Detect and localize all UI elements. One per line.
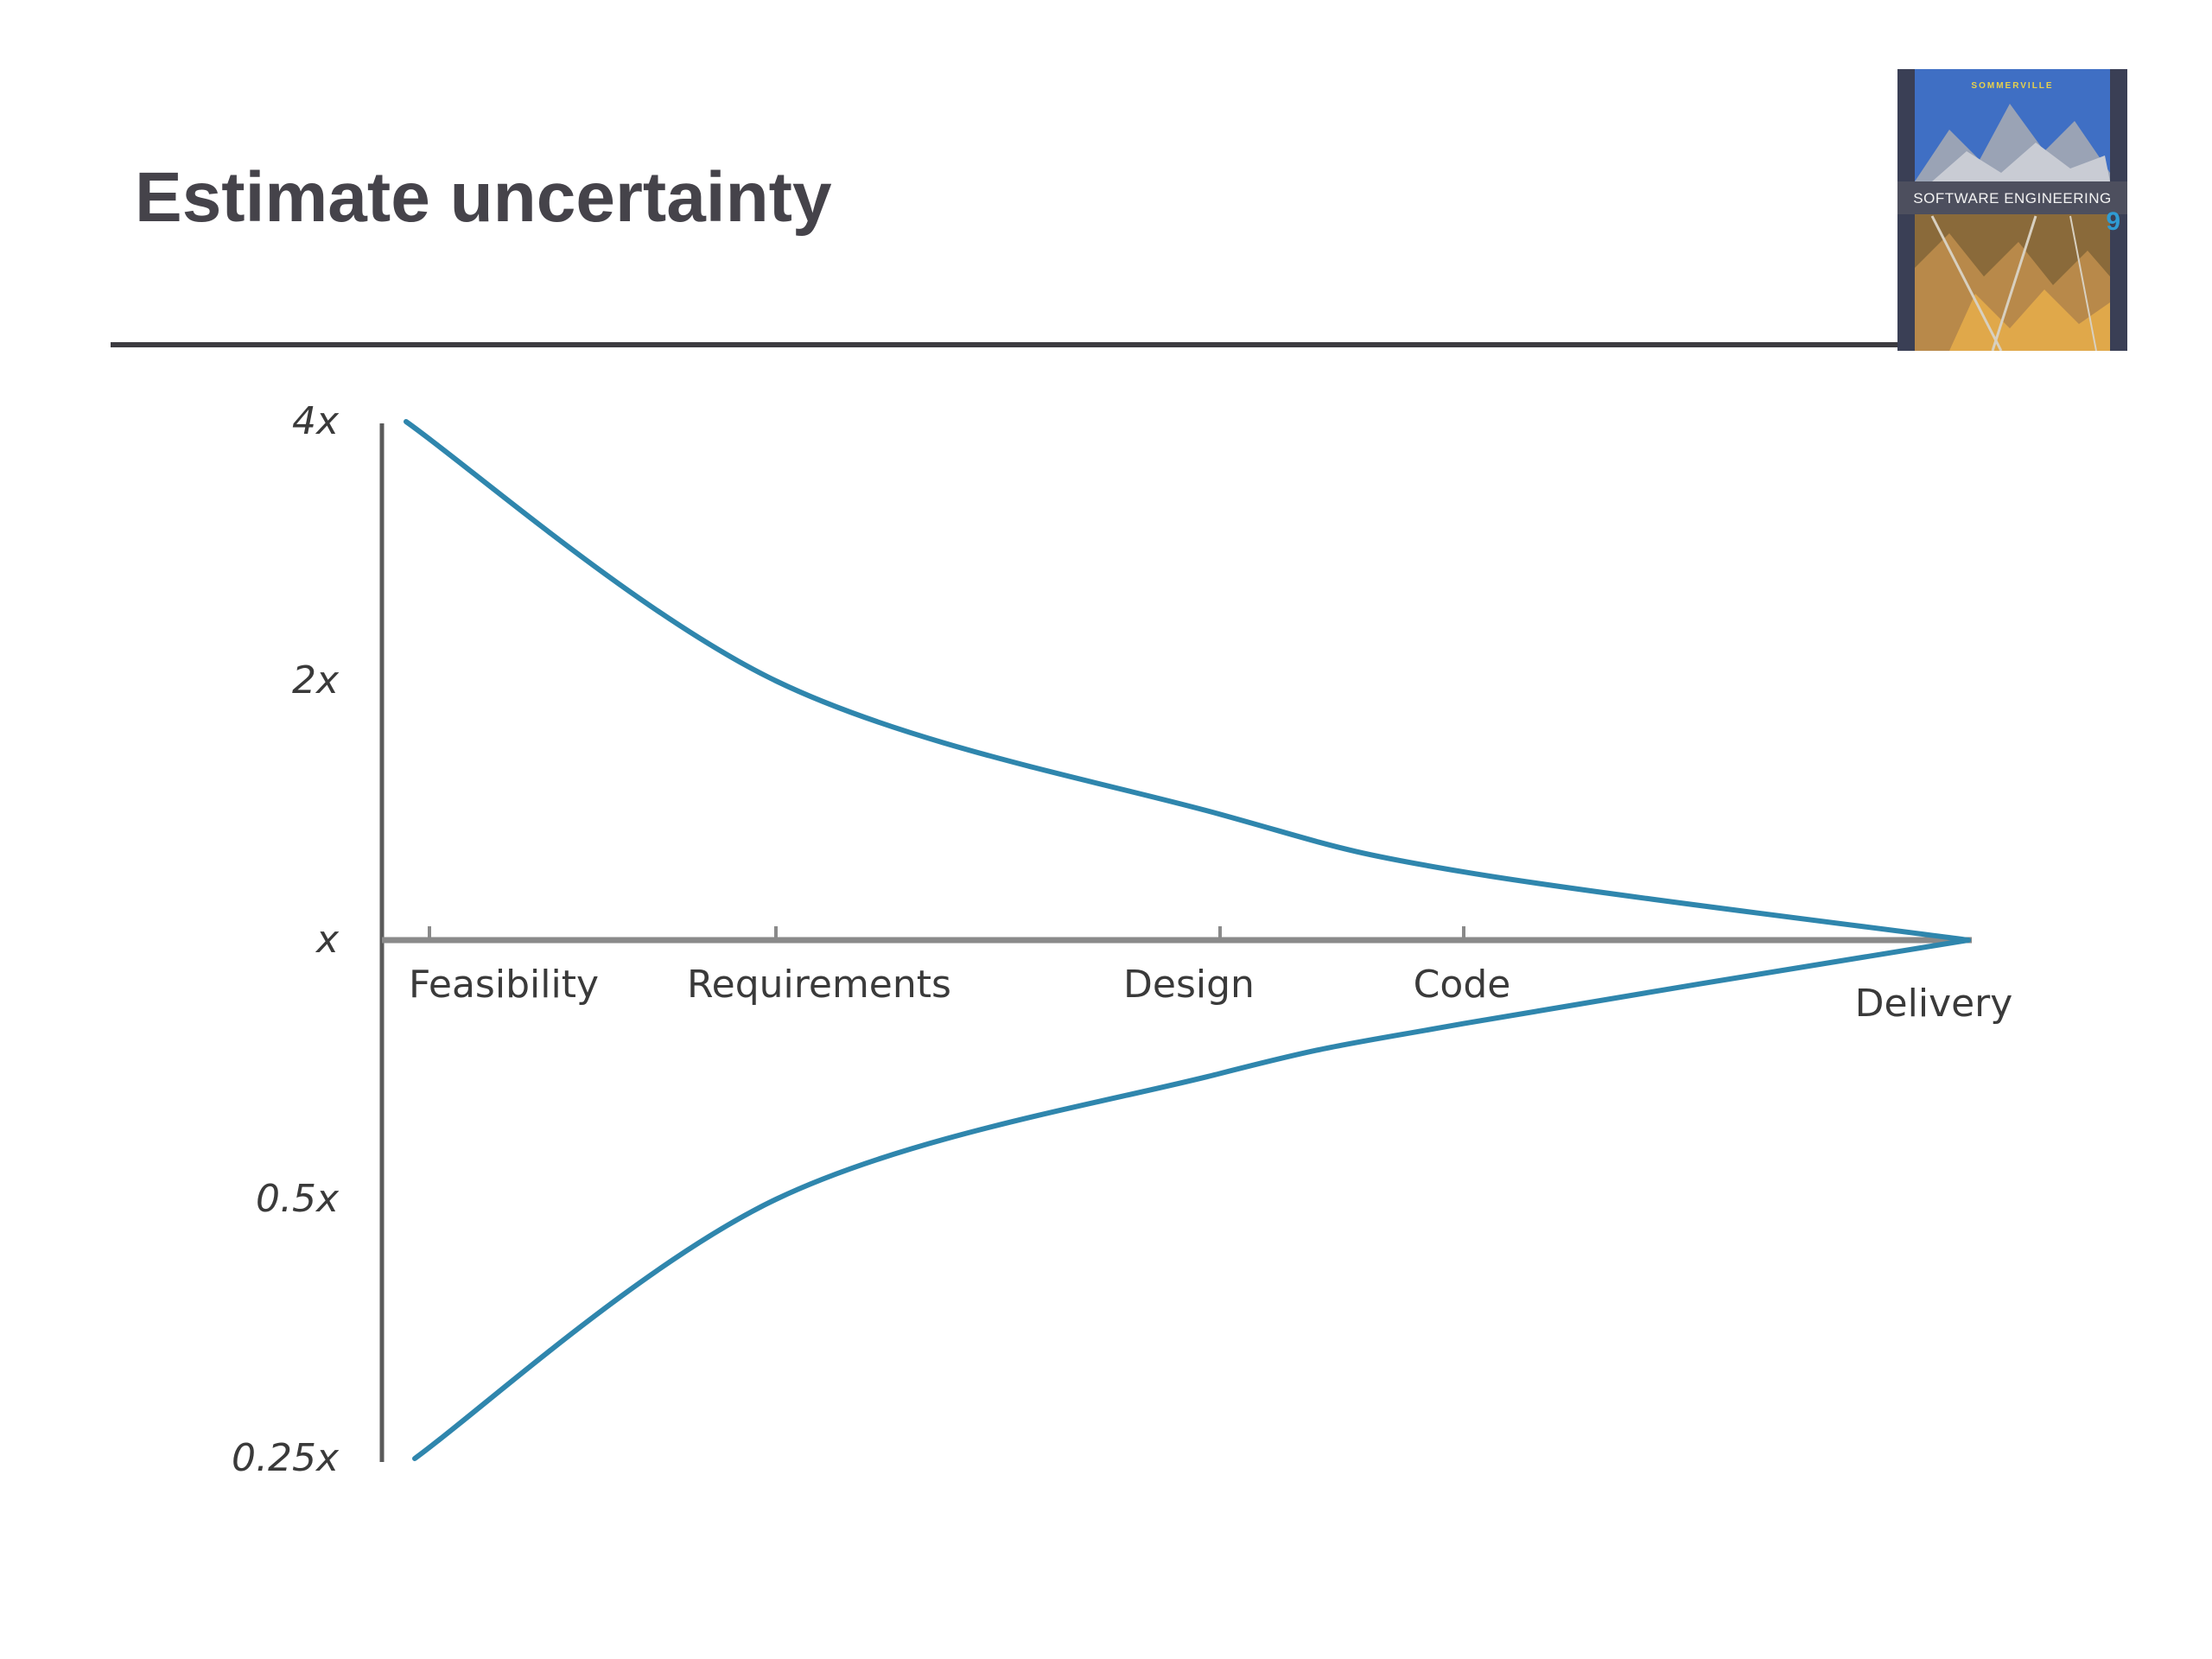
uncertainty-chart: Feasibility Requirements Design Code Deliver… [232,399,2012,1480]
book-cover-edition: 9 [2106,207,2120,236]
y-tick-label-4: 4x [292,399,340,443]
book-cover-author: SOMMERVILLE [1971,81,2054,91]
x-tick-label-code: Code [1414,963,1511,1007]
x-tick-label-requirements: Requirements [687,963,951,1007]
upper-bound-line [404,419,1971,943]
chart-axes [379,423,1972,1462]
y-tick-label-1: x [315,918,340,962]
title-divider [111,342,1901,347]
book-cover-art [1897,69,2127,351]
slide-title: Estimate uncertainty [135,158,832,237]
chart-lines [404,419,1971,1461]
lower-bound-line [412,938,1971,1461]
x-tick-labels: Feasibility Requirements Design Code Deliver… [409,963,2012,1026]
y-tick-label-0_25: 0.25x [232,1436,340,1480]
x-tick-label-feasibility: Feasibility [409,963,599,1007]
x-tick-label-design: Design [1123,963,1255,1007]
y-tick-labels: 4x 2x x 0.5x 0.25x [232,399,340,1480]
chart-ticks [428,926,1465,940]
y-tick-label-0_5: 0.5x [256,1177,340,1221]
x-tick-label-delivery: Delivery [1855,982,2013,1026]
y-tick-label-2: 2x [292,658,340,702]
book-cover-image: SOMMERVILLE SOFTWARE ENGINEERING 9 [1897,69,2127,351]
book-cover-title: SOFTWARE ENGINEERING [1913,190,2112,207]
